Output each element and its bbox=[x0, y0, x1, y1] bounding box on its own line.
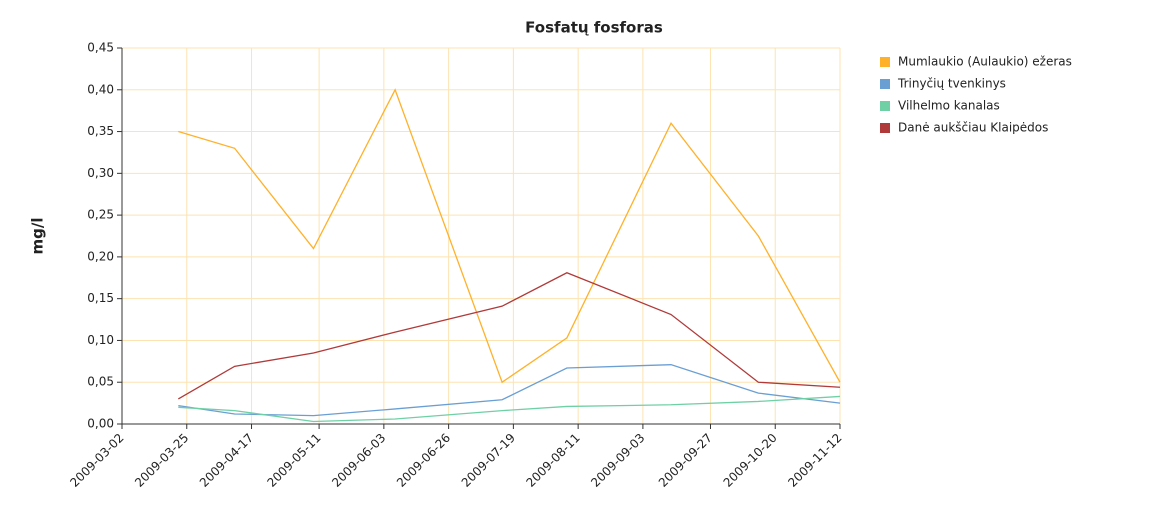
x-tick-label: 2009-09-27 bbox=[656, 431, 715, 490]
x-tick-label: 2009-06-03 bbox=[329, 431, 388, 490]
x-tick-label: 2009-03-25 bbox=[132, 431, 191, 490]
x-tick-label: 2009-09-03 bbox=[588, 431, 647, 490]
legend-swatch bbox=[880, 101, 890, 111]
y-axis-label: mg/l bbox=[29, 218, 47, 255]
y-tick-label: 0,15 bbox=[87, 291, 114, 305]
y-tick-label: 0,10 bbox=[87, 333, 114, 347]
legend-swatch bbox=[880, 79, 890, 89]
y-tick-label: 0,25 bbox=[87, 208, 114, 222]
y-tick-label: 0,05 bbox=[87, 375, 114, 389]
legend-swatch bbox=[880, 123, 890, 133]
y-tick-label: 0,00 bbox=[87, 417, 114, 431]
x-tick-label: 2009-08-11 bbox=[524, 431, 583, 490]
series-line bbox=[178, 88, 841, 384]
chart-title: Fosfatų fosforas bbox=[525, 19, 663, 37]
series-line bbox=[177, 272, 841, 400]
x-tick-label: 2009-10-20 bbox=[721, 431, 780, 490]
x-tick-label: 2009-04-17 bbox=[197, 431, 256, 490]
x-tick-label: 2009-05-11 bbox=[264, 431, 323, 490]
legend-label: Mumlaukio (Aulaukio) ežeras bbox=[898, 55, 1072, 69]
legend-label: Vilhelmo kanalas bbox=[898, 99, 1000, 113]
legend-label: Trinyčių tvenkinys bbox=[897, 77, 1006, 91]
series-line bbox=[178, 364, 841, 417]
y-tick-label: 0,30 bbox=[87, 166, 114, 180]
x-tick-label: 2009-03-02 bbox=[67, 431, 126, 490]
legend-label: Danė aukščiau Klaipėdos bbox=[898, 121, 1048, 135]
x-tick-label: 2009-11-12 bbox=[785, 431, 844, 490]
y-tick-label: 0,20 bbox=[87, 249, 114, 263]
series-line bbox=[178, 395, 841, 423]
y-tick-label: 0,40 bbox=[87, 82, 114, 96]
x-tick-label: 2009-07-19 bbox=[459, 431, 518, 490]
x-tick-label: 2009-06-26 bbox=[394, 431, 453, 490]
y-tick-label: 0,45 bbox=[87, 41, 114, 55]
legend-swatch bbox=[880, 57, 890, 67]
y-tick-label: 0,35 bbox=[87, 124, 114, 138]
